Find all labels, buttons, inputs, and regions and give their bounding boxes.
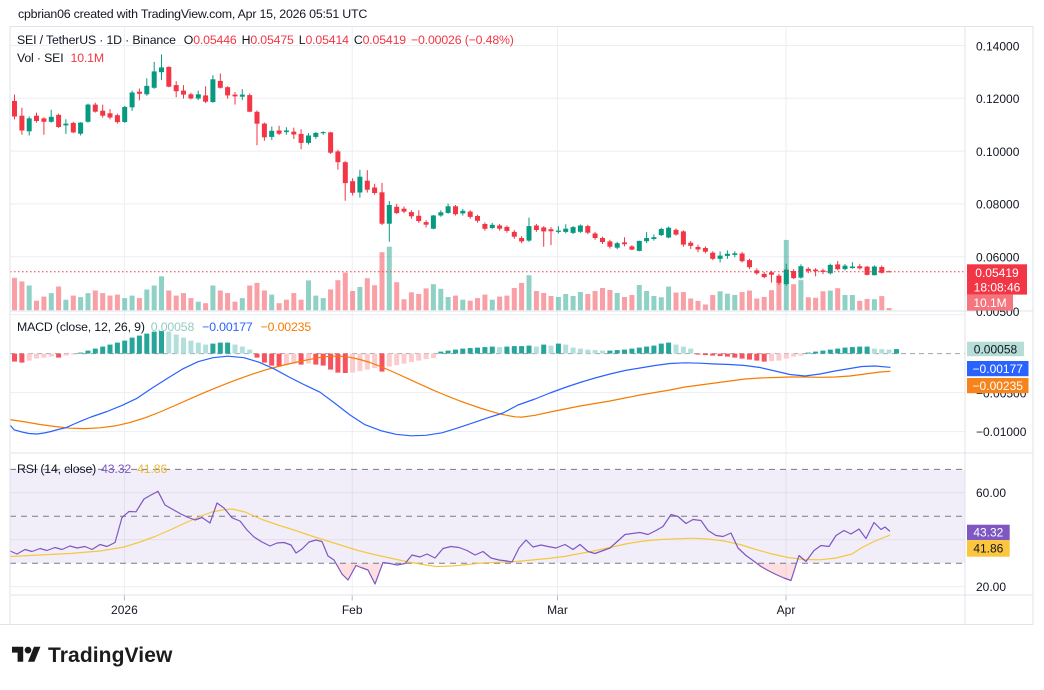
- svg-text:41.86: 41.86: [973, 542, 1003, 556]
- svg-text:10.1M: 10.1M: [973, 296, 1006, 310]
- svg-text:TradingView: TradingView: [48, 644, 173, 667]
- svg-text:cpbrian06 created with Trading: cpbrian06 created with TradingView.com, …: [18, 7, 367, 21]
- svg-text:2026: 2026: [111, 603, 138, 617]
- svg-text:0.06000: 0.06000: [976, 251, 1020, 265]
- svg-text:Feb: Feb: [342, 603, 363, 617]
- svg-text:−0.00235: −0.00235: [973, 379, 1024, 393]
- svg-text:0.10000: 0.10000: [976, 145, 1020, 159]
- svg-text:−0.00177: −0.00177: [973, 362, 1024, 376]
- svg-text:0.00058: 0.00058: [974, 342, 1018, 356]
- svg-text:Mar: Mar: [547, 603, 568, 617]
- svg-text:MACD (close, 12, 26, 9)0.00058: MACD (close, 12, 26, 9) 0.00058 −0.00177 −0…: [17, 320, 311, 334]
- svg-text:43.32: 43.32: [973, 526, 1003, 540]
- svg-text:0.12000: 0.12000: [976, 92, 1020, 106]
- svg-text:Apr: Apr: [777, 603, 796, 617]
- svg-text:20.00: 20.00: [976, 580, 1006, 594]
- svg-text:−0.01000: −0.01000: [976, 425, 1027, 439]
- svg-text:60.00: 60.00: [976, 486, 1006, 500]
- svg-text:0.08000: 0.08000: [976, 198, 1020, 212]
- svg-text:0.05419: 0.05419: [975, 266, 1019, 280]
- svg-text:0.14000: 0.14000: [976, 39, 1020, 53]
- svg-text:18:08:46: 18:08:46: [974, 280, 1021, 294]
